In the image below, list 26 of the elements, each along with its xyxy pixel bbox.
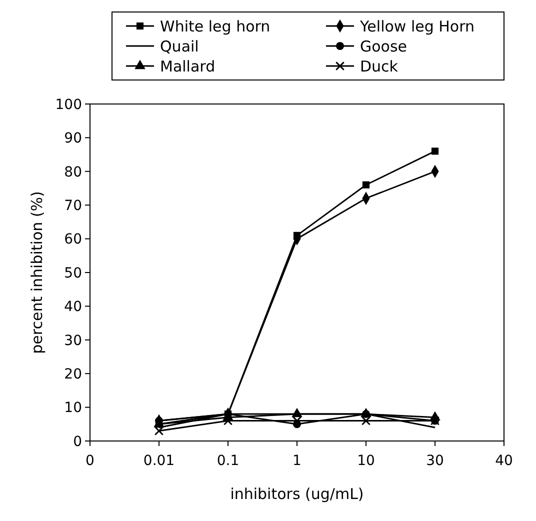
x-tick-label: 0 <box>86 453 94 469</box>
x-tick-label: 10 <box>357 453 375 469</box>
legend-label: Duck <box>360 57 398 76</box>
y-tick-label: 10 <box>64 400 82 416</box>
y-tick-label: 80 <box>64 164 82 180</box>
y-tick-label: 70 <box>64 198 82 214</box>
legend-label: Goose <box>360 37 408 56</box>
y-tick-label: 20 <box>64 366 82 382</box>
legend-label: White leg horn <box>160 17 270 36</box>
y-tick-label: 90 <box>64 130 82 147</box>
y-axis-title: percent inhibition (%) <box>28 191 46 354</box>
legend-label: Yellow leg Horn <box>359 17 474 36</box>
y-tick-label: 50 <box>64 265 82 282</box>
y-tick-label: 60 <box>64 232 82 248</box>
y-tick-label: 40 <box>64 299 82 316</box>
x-tick-label: 1 <box>292 453 302 469</box>
x-tick-label: 0.01 <box>143 453 175 469</box>
x-tick-label: 40 <box>495 453 513 469</box>
x-tick-label: 0.1 <box>216 453 240 469</box>
legend-label: Mallard <box>160 57 216 76</box>
y-tick-label: 100 <box>55 96 82 113</box>
x-tick-label: 30 <box>426 453 444 469</box>
x-axis-title: inhibitors (ug/mL) <box>230 485 364 503</box>
legend-label: Quail <box>160 37 199 56</box>
y-tick-label: 0 <box>73 434 82 450</box>
y-tick-label: 30 <box>64 332 82 349</box>
